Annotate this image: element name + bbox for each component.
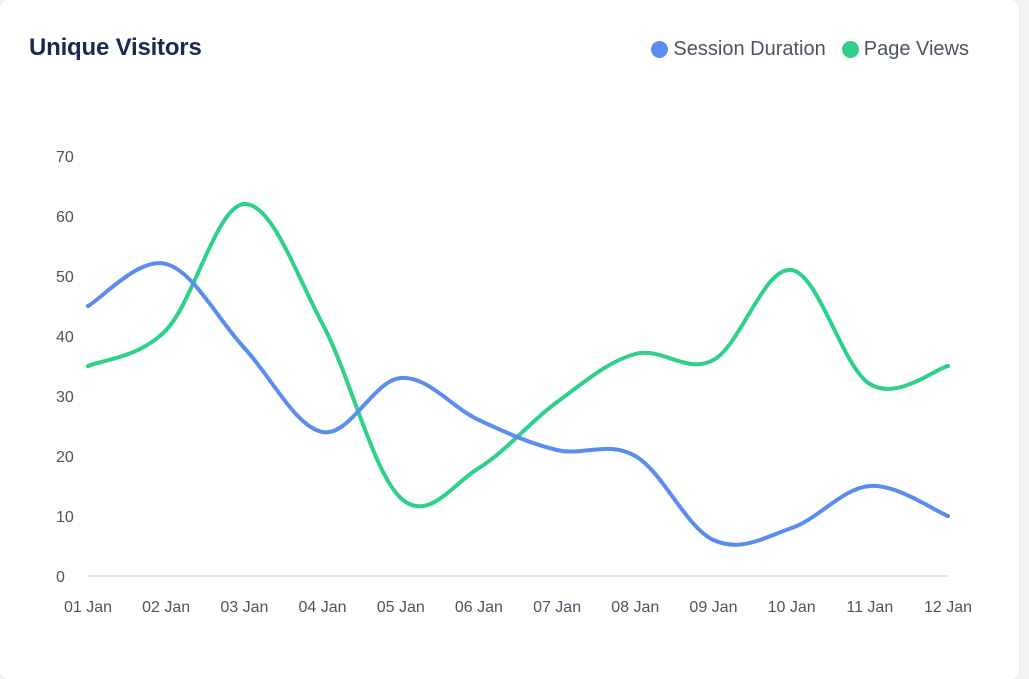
x-tick-label: 12 Jan <box>924 599 972 616</box>
data-point-session-duration[interactable] <box>476 418 481 422</box>
chart-legend: Session Duration Page Views <box>651 38 969 61</box>
data-point-session-duration[interactable] <box>946 514 950 518</box>
y-tick-label: 0 <box>56 569 65 586</box>
legend-marker-page-views <box>841 41 859 58</box>
legend-marker-session-duration <box>651 41 669 58</box>
data-point-session-duration[interactable] <box>711 538 716 542</box>
data-point-page-views[interactable] <box>320 322 325 326</box>
x-tick-label: 03 Jan <box>220 599 268 616</box>
y-tick-label: 20 <box>56 449 74 466</box>
legend-label-page-views: Page Views <box>863 38 969 60</box>
x-tick-label: 10 Jan <box>768 599 816 616</box>
data-point-page-views[interactable] <box>867 382 872 386</box>
x-tick-label: 02 Jan <box>142 599 190 616</box>
data-point-session-duration[interactable] <box>398 376 403 380</box>
chart-title: Unique Visitors <box>29 34 202 61</box>
data-point-page-views[interactable] <box>86 364 90 368</box>
data-point-session-duration[interactable] <box>86 304 90 308</box>
x-tick-label: 07 Jan <box>533 599 581 616</box>
y-tick-label: 60 <box>56 209 74 226</box>
x-tick-label: 11 Jan <box>846 599 893 616</box>
data-point-session-duration[interactable] <box>633 454 638 458</box>
x-tick-label: 04 Jan <box>299 599 347 616</box>
data-point-page-views[interactable] <box>711 358 716 362</box>
x-tick-label: 08 Jan <box>611 599 659 616</box>
data-point-page-views[interactable] <box>242 202 247 206</box>
data-point-page-views[interactable] <box>789 268 794 272</box>
y-tick-label: 50 <box>56 269 74 286</box>
x-tick-label: 01 Jan <box>64 599 112 616</box>
y-tick-label: 30 <box>56 389 74 406</box>
data-point-page-views[interactable] <box>555 400 560 404</box>
data-point-session-duration[interactable] <box>242 346 247 350</box>
legend-item-page-views[interactable]: Page Views <box>841 38 969 61</box>
x-tick-label: 05 Jan <box>377 599 425 616</box>
data-point-page-views[interactable] <box>476 466 481 470</box>
y-tick-label: 70 <box>56 149 74 166</box>
data-point-session-duration[interactable] <box>867 484 872 488</box>
data-point-session-duration[interactable] <box>320 430 325 434</box>
x-tick-label: 09 Jan <box>689 599 737 616</box>
x-tick-label: 06 Jan <box>455 599 503 616</box>
data-point-page-views[interactable] <box>946 364 950 368</box>
y-tick-label: 40 <box>56 329 74 346</box>
legend-label-session-duration: Session Duration <box>673 38 826 60</box>
series-line-session-duration[interactable] <box>86 261 950 547</box>
data-point-session-duration[interactable] <box>789 526 794 530</box>
data-point-page-views[interactable] <box>398 496 403 500</box>
data-point-session-duration[interactable] <box>164 262 169 266</box>
data-point-page-views[interactable] <box>164 328 169 332</box>
legend-item-session-duration[interactable]: Session Duration <box>651 38 826 61</box>
series-line-page-views[interactable] <box>86 201 950 509</box>
data-point-page-views[interactable] <box>633 352 638 356</box>
y-tick-label: 10 <box>56 509 74 526</box>
data-point-session-duration[interactable] <box>555 448 560 452</box>
